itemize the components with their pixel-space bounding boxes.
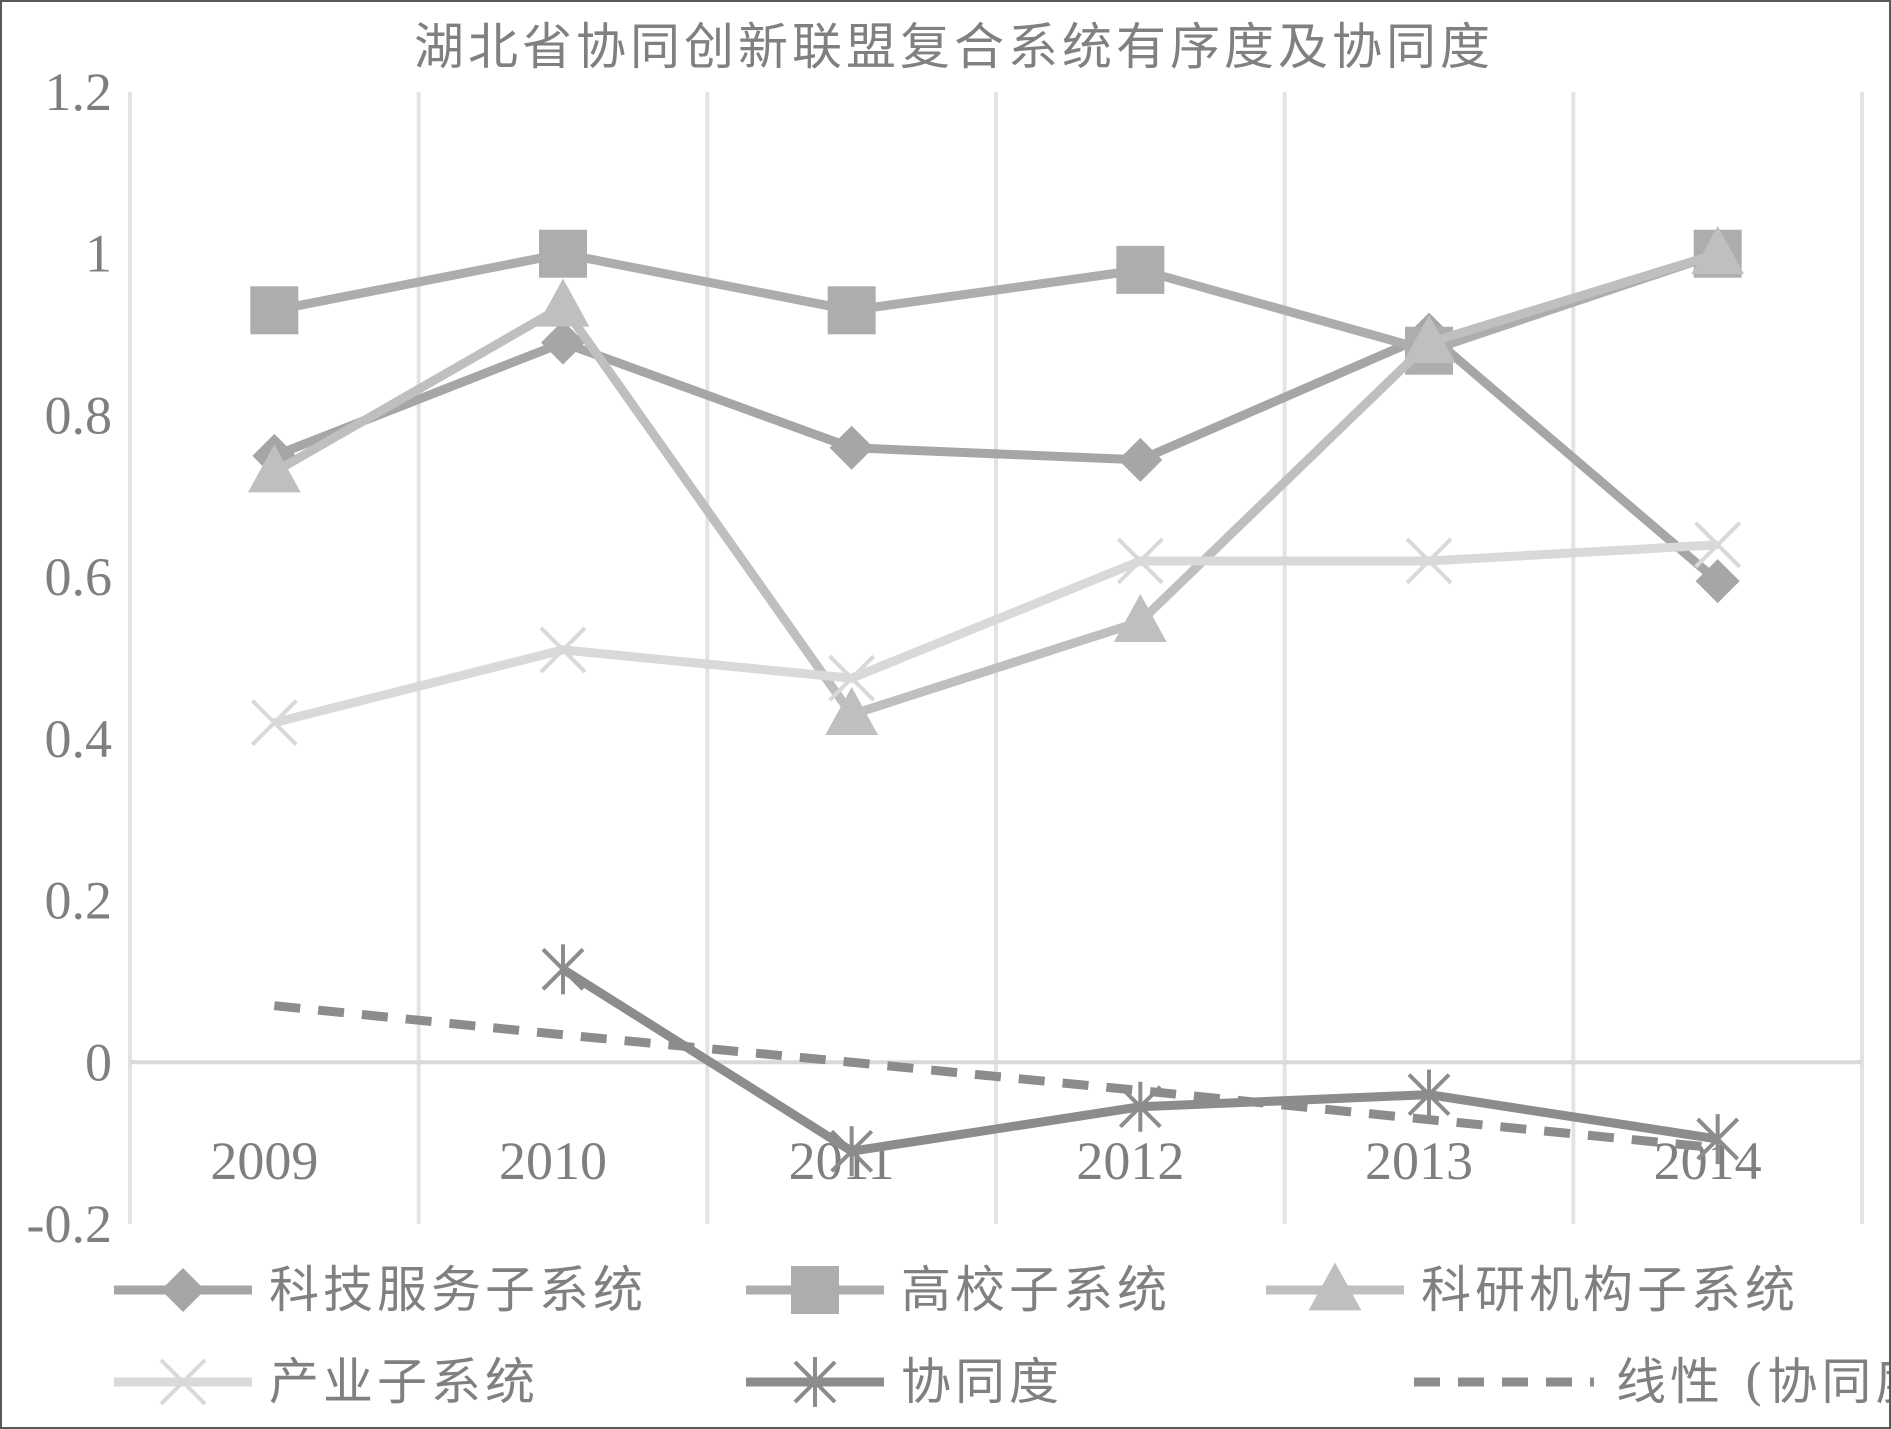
x-tick-label: 2013 [1365,1131,1473,1191]
x-tick-label: 2009 [210,1131,318,1191]
x-marker [1405,537,1453,585]
legend-item: 科技服务子系统 [114,1261,647,1319]
star-marker [1407,1069,1451,1120]
triangle-marker [1113,594,1167,643]
y-tick-label: 0.8 [45,385,113,445]
legend-item: 线性 (协同度) [1414,1353,1889,1411]
triangle-marker [536,278,590,327]
x-marker-stroke [539,626,587,674]
square-marker [1116,245,1165,294]
legend-label: 高校子系统 [901,1261,1171,1319]
legend-label: 协同度 [901,1353,1063,1411]
square-marker [539,229,587,278]
x-marker [1116,537,1164,585]
triangle-marker [1308,1262,1362,1311]
x-marker [159,1358,207,1406]
y-tick-label: -0.2 [27,1194,112,1254]
x-marker-stroke [828,654,876,702]
plot-series [247,226,1745,1177]
x-tick-label: 2010 [499,1131,607,1191]
y-tick-label: 1.2 [45,62,113,122]
square-marker [250,286,299,335]
triangle-marker [825,687,879,735]
x-marker-stroke [159,1358,207,1406]
legend-label: 科研机构子系统 [1421,1261,1799,1319]
x-marker [250,699,298,747]
x-axis-ticks: 200920102011201220132014 [210,1131,1761,1191]
series-line [273,540,1718,728]
legend-item: 科研机构子系统 [1266,1261,1799,1319]
legend-label: 产业子系统 [269,1353,539,1411]
series-group [247,226,1745,735]
triangle-marker [247,444,301,493]
series-line [273,249,1720,356]
y-tick-label: 1 [85,224,112,284]
triangle-marker [1402,315,1456,364]
x-marker [1694,521,1742,569]
x-marker-stroke [1116,537,1164,585]
y-tick-label: 0.4 [45,709,113,769]
legend-label: 科技服务子系统 [269,1261,647,1319]
y-tick-label: 0 [85,1032,112,1092]
square-marker [827,286,876,335]
series-group [250,229,1742,375]
star-marker [830,1126,874,1177]
legend-item: 高校子系统 [746,1261,1171,1319]
square-marker [791,1266,839,1314]
series-group [273,1001,1719,1153]
y-axis-ticks: 1.2 1 0.8 0.6 0.4 0.2 0 -0.2 [27,62,112,1254]
legend-label: 线性 (协同度) [1616,1353,1889,1411]
diamond-marker [1695,559,1740,604]
legend-item: 协同度 [746,1353,1063,1411]
diamond-marker [541,320,585,365]
legend-item: 产业子系统 [114,1353,539,1411]
star-marker [793,1357,837,1407]
x-tick-label: 2012 [1076,1131,1184,1191]
star-marker [1696,1114,1740,1165]
series-group [250,521,1742,747]
series-line [272,249,1719,720]
star-marker [541,944,585,995]
chart-title: 湖北省协同创新联盟复合系统有序度及协同度 [414,18,1494,76]
x-marker [828,654,876,702]
diamond-marker [829,425,874,470]
diamond-marker [1118,437,1163,482]
series-line [272,330,1721,585]
x-marker-stroke [250,699,298,747]
y-tick-label: 0.6 [45,547,113,607]
grid-lines [128,92,1864,1224]
triangle-marker [1691,226,1745,275]
x-marker-stroke [1405,537,1453,585]
diamond-marker [161,1268,205,1312]
x-marker-stroke [1694,521,1742,569]
x-marker [539,626,587,674]
trendline [273,1001,1719,1153]
y-tick-label: 0.2 [45,871,113,931]
